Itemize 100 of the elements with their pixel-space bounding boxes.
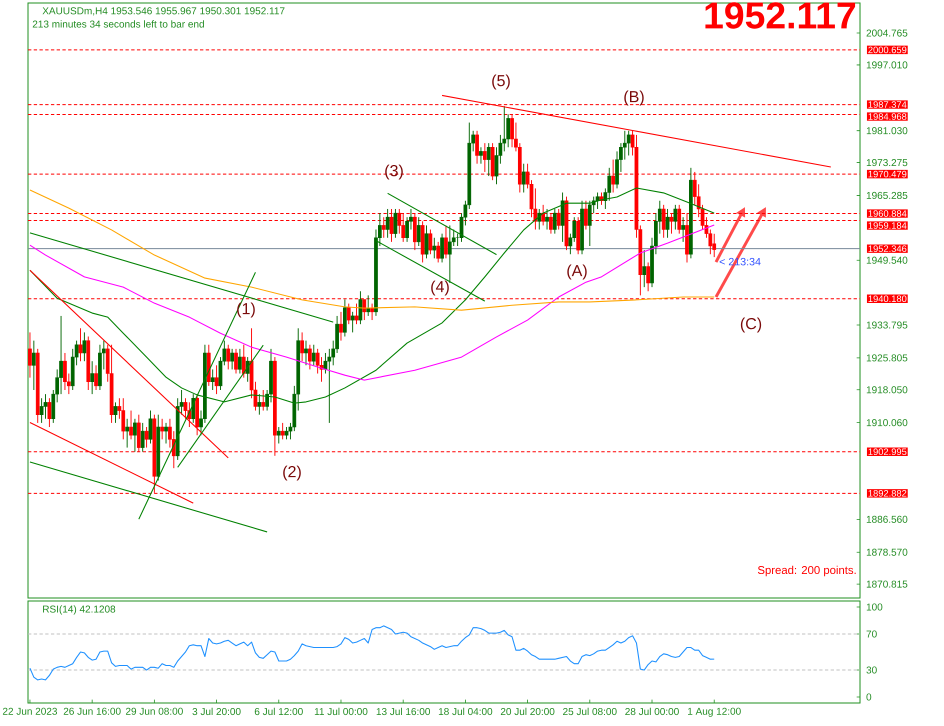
candlestick: [596, 192, 600, 210]
candlestick: [214, 364, 218, 395]
text: 213 minutes 34 seconds left to bar end: [32, 20, 204, 28]
y-tick-label: 1886.560: [866, 516, 908, 523]
y-tick-label: 1918.050: [866, 386, 908, 394]
candlestick: [584, 200, 588, 230]
annotation: (B): [624, 90, 644, 106]
candlestick: [210, 368, 215, 390]
candlestick: [479, 146, 483, 164]
y-tick-label: 1925.805: [866, 354, 908, 362]
candlestick: [121, 398, 126, 440]
candlestick: [94, 364, 98, 390]
candlestick: [78, 328, 82, 362]
candlestick: [312, 344, 316, 366]
candlestick: [681, 216, 685, 242]
x-tick-label: 29 Jun 08:00: [126, 708, 183, 715]
candlestick: [257, 394, 262, 416]
chart-title: XAUUSDm,H4 1953.546 1955.967 1950.301 1952.117: [42, 7, 285, 16]
ref-line-label: 1960.884: [868, 210, 907, 217]
candlestick: [308, 344, 312, 370]
candlestick: [339, 311, 343, 342]
annotation: (1): [237, 302, 255, 318]
candlestick: [230, 348, 234, 370]
y-tick-label: 30: [866, 666, 877, 674]
y-tick-label: 1981.030: [866, 127, 908, 134]
candlestick: [140, 422, 145, 452]
candlestick: [304, 340, 308, 366]
candlestick: [48, 398, 52, 428]
candlestick: [32, 340, 36, 390]
candlestick: [346, 303, 351, 325]
ref-line-label: 1952.346: [868, 245, 906, 252]
ref-line-label: 1987.374: [868, 101, 907, 108]
x-tick-label: 3 Jul 20:00: [192, 708, 241, 716]
annotation: 1952.117: [705, 2, 856, 29]
x-tick-label: 11 Jul 00:00: [314, 708, 368, 716]
x-tick-label: 1 Aug 12:00: [688, 708, 741, 717]
candlestick: [416, 216, 421, 246]
candlestick: [646, 262, 650, 292]
annotation: Spread: 200 points.: [758, 566, 856, 576]
candlestick: [160, 418, 164, 440]
candlestick: [284, 426, 288, 440]
candlestick: [545, 208, 549, 230]
y-tick-label: 1870.815: [866, 580, 908, 588]
annotation: (A): [567, 264, 587, 280]
ref-line-label: 1984.968: [868, 113, 906, 120]
y-tick-label: 1965.285: [866, 192, 908, 199]
candlestick: [588, 200, 592, 246]
x-tick-label: 13 Jul 16:00: [376, 708, 430, 716]
candlestick: [133, 418, 137, 452]
candlestick: [125, 418, 130, 448]
candlestick: [238, 348, 242, 374]
candlestick: [666, 208, 670, 238]
x-tick-label: 20 Jul 20:00: [500, 708, 554, 716]
x-tick-label: 22 Jun 2023: [2, 708, 58, 715]
y-tick-label: 70: [866, 630, 877, 638]
y-tick-label: 1878.570: [866, 548, 908, 556]
candlestick: [226, 344, 230, 370]
candlestick: [432, 237, 436, 259]
candlestick: [673, 204, 678, 230]
candlestick: [164, 422, 168, 444]
candlestick: [261, 390, 266, 412]
annotation: (2): [283, 466, 301, 480]
y-tick-label: 2004.765: [866, 29, 908, 37]
candlestick: [394, 208, 398, 238]
candlestick: [354, 303, 358, 325]
candlestick: [424, 224, 428, 259]
ref-line-label: 1902.995: [868, 448, 906, 456]
y-tick-label: 1997.010: [866, 61, 908, 68]
candlestick: [28, 332, 32, 378]
candlestick: [448, 224, 452, 284]
candlestick: [129, 410, 133, 440]
candlestick: [436, 241, 440, 263]
candlestick: [40, 398, 44, 424]
candlestick: [486, 142, 491, 177]
candlestick: [386, 208, 390, 238]
candlestick: [712, 233, 716, 258]
x-tick-label: 18 Jul 04:00: [438, 708, 492, 716]
candlestick: [358, 290, 362, 325]
candlestick: [552, 208, 557, 234]
ref-line-label: 1970.479: [868, 170, 906, 178]
candlestick: [63, 352, 67, 390]
annotation: (4): [431, 280, 449, 296]
candlestick: [234, 348, 238, 374]
candlestick: [475, 130, 479, 164]
ref-line-label: 2000.659: [868, 46, 906, 54]
x-tick-label: 25 Jul 08:00: [563, 708, 617, 716]
x-tick-label: 6 Jul 12:00: [254, 708, 303, 716]
candlestick: [148, 410, 152, 444]
candlestick: [280, 422, 285, 440]
ref-line-label: 1959.184: [868, 222, 907, 229]
candlestick: [522, 163, 526, 193]
y-tick-label: 1910.060: [866, 419, 908, 426]
candlestick: [440, 233, 444, 263]
y-tick-label: 1973.275: [866, 159, 908, 166]
candlestick: [144, 426, 148, 448]
ref-line-label: 1892.882: [868, 490, 906, 497]
x-tick-label: 28 Jul 00:00: [625, 708, 679, 716]
candlestick: [276, 426, 281, 444]
candlestick: [90, 360, 94, 395]
candlestick: [626, 130, 631, 156]
